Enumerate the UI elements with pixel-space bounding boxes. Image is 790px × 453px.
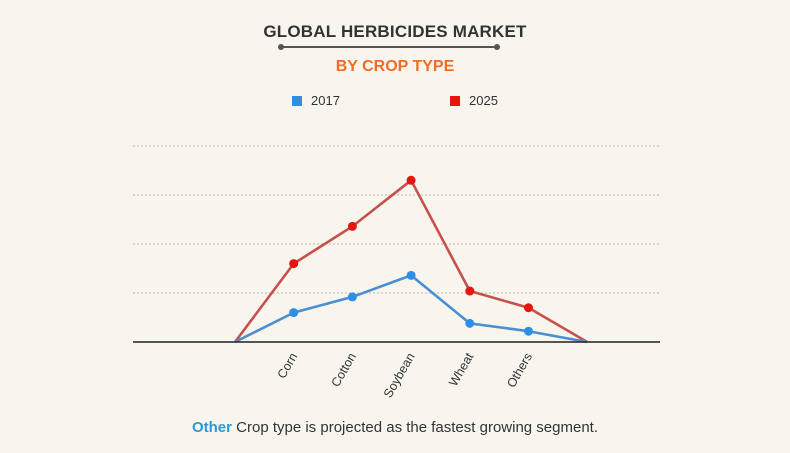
- data-point-2017: [465, 318, 475, 328]
- data-point-2025: [465, 286, 475, 296]
- data-point-2017: [406, 270, 416, 280]
- title-underline: [278, 44, 500, 50]
- legend-item-2017: 2017: [292, 93, 340, 108]
- legend-label-2017: 2017: [311, 93, 340, 108]
- data-point-2017: [524, 326, 533, 336]
- data-point-2025: [347, 221, 357, 231]
- footer-text: Crop type is projected as the fastest gr…: [231, 419, 599, 436]
- chart-title: GLOBAL HERBICIDES MARKET: [263, 22, 527, 41]
- legend: 2017 2025: [0, 93, 790, 111]
- data-point-2017: [347, 292, 357, 302]
- x-tick-label: Corn: [275, 350, 301, 381]
- data-point-2025: [524, 303, 533, 313]
- legend-swatch-2017: [292, 95, 302, 106]
- x-tick-label: Wheat: [446, 350, 476, 389]
- x-tick-label: Soybean: [381, 350, 418, 400]
- chart-subtitle: BY CROP TYPE: [335, 58, 455, 75]
- legend-item-2025: 2025: [450, 93, 498, 108]
- x-tick-label: Others: [504, 351, 535, 390]
- legend-label-2025: 2025: [469, 93, 498, 108]
- x-tick-label: Cotton: [328, 350, 359, 389]
- footer-caption: Other Crop type is projected as the fast…: [0, 419, 790, 436]
- footer-highlight: Other: [191, 419, 232, 436]
- data-point-2025: [406, 175, 416, 185]
- legend-swatch-2025: [450, 95, 460, 106]
- data-point-2025: [289, 259, 299, 269]
- series-line-2017: [234, 274, 588, 344]
- series-line-2025: [233, 179, 588, 344]
- data-point-2017: [289, 308, 299, 318]
